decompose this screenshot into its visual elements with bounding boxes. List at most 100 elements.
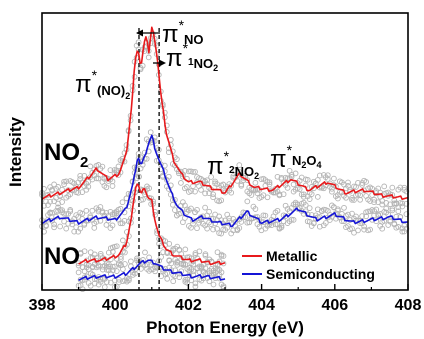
raw-point [314, 194, 321, 200]
raw-point [379, 201, 386, 208]
raw-point [81, 248, 88, 255]
raw-point [194, 265, 201, 271]
raw-point [399, 228, 406, 235]
raw-point [274, 207, 281, 214]
raw-point [59, 207, 65, 213]
raw-point [395, 224, 402, 230]
raw-point [258, 176, 265, 183]
raw-point [184, 184, 190, 190]
raw-point [65, 220, 72, 227]
raw-point [316, 223, 323, 230]
raw-point [351, 229, 357, 236]
raw-point [79, 210, 86, 217]
raw-point [218, 269, 225, 276]
raw-point [357, 192, 363, 199]
raw-point [61, 178, 67, 185]
raw-point [343, 194, 349, 201]
raw-point [248, 192, 255, 198]
raw-point [63, 211, 70, 217]
raw-point [122, 249, 128, 256]
raw-point [222, 227, 229, 233]
raw-point [128, 258, 134, 265]
raw-point [304, 211, 311, 218]
raw-point [113, 167, 120, 174]
raw-point [190, 220, 196, 227]
raw-point [73, 189, 80, 196]
raw-point [182, 246, 189, 253]
raw-point [71, 180, 78, 187]
raw-point [95, 281, 102, 288]
raw-point [198, 187, 204, 193]
legend-label-semiconducting: Semiconducting [266, 266, 375, 282]
raw-point [120, 237, 126, 244]
raw-point [105, 263, 112, 270]
raw-point [206, 208, 212, 215]
raw-point [389, 205, 396, 212]
annotation-pi-no: π*NO [162, 17, 204, 48]
raw-point [365, 227, 371, 234]
raw-point [109, 222, 116, 229]
x-tick-label: 406 [321, 297, 348, 314]
raw-point [355, 179, 361, 186]
raw-point [302, 202, 309, 208]
arrow-pi-no-head [136, 29, 143, 37]
raw-point [146, 254, 152, 261]
x-tick-label: 408 [395, 297, 422, 314]
raw-point [206, 278, 213, 285]
raw-point [371, 208, 377, 214]
raw-point [63, 178, 70, 185]
raw-point [176, 274, 183, 281]
raw-point [393, 200, 400, 207]
raw-point [143, 136, 150, 143]
raw-point [202, 204, 208, 211]
raw-data-points [39, 30, 410, 293]
raw-point [383, 205, 390, 212]
raw-point [186, 265, 193, 271]
raw-point [192, 280, 199, 287]
raw-point [331, 204, 337, 210]
raw-point [212, 220, 218, 227]
raw-point [115, 206, 122, 213]
raw-point [164, 275, 171, 282]
raw-point [399, 203, 406, 210]
raw-point [172, 207, 178, 213]
raw-point [139, 62, 146, 69]
raw-point [298, 174, 305, 181]
raw-point [188, 205, 194, 212]
raw-point [252, 179, 259, 186]
raw-point [118, 254, 124, 260]
x-tick-label: 400 [102, 297, 129, 314]
raw-point [63, 225, 70, 232]
raw-point [202, 265, 209, 272]
raw-point [109, 183, 116, 189]
raw-point [119, 220, 126, 227]
raw-point [335, 195, 341, 202]
raw-point [282, 202, 289, 209]
raw-point [116, 279, 122, 286]
raw-point [109, 244, 116, 251]
raw-point [204, 177, 210, 184]
raw-point [132, 266, 138, 273]
raw-point [361, 226, 367, 233]
raw-point [220, 253, 227, 259]
annotation-pi2-no2: π*2NO2 [207, 148, 259, 181]
raw-point [190, 217, 196, 224]
raw-point [117, 220, 124, 227]
raw-point [169, 201, 176, 208]
raw-point [401, 228, 408, 235]
raw-point [158, 254, 164, 260]
series-line-semiconducting-no [78, 259, 226, 282]
raw-point [278, 224, 285, 231]
raw-point [316, 172, 323, 179]
raw-point [294, 185, 301, 192]
raw-point [150, 259, 156, 266]
series-line-metallic-no [78, 183, 226, 266]
raw-point [107, 208, 114, 215]
raw-point [210, 191, 216, 198]
raw-point [367, 198, 373, 204]
raw-point [335, 207, 341, 214]
raw-point [389, 184, 396, 191]
raw-point [331, 182, 337, 188]
raw-point [214, 249, 221, 256]
raw-point [347, 226, 353, 232]
